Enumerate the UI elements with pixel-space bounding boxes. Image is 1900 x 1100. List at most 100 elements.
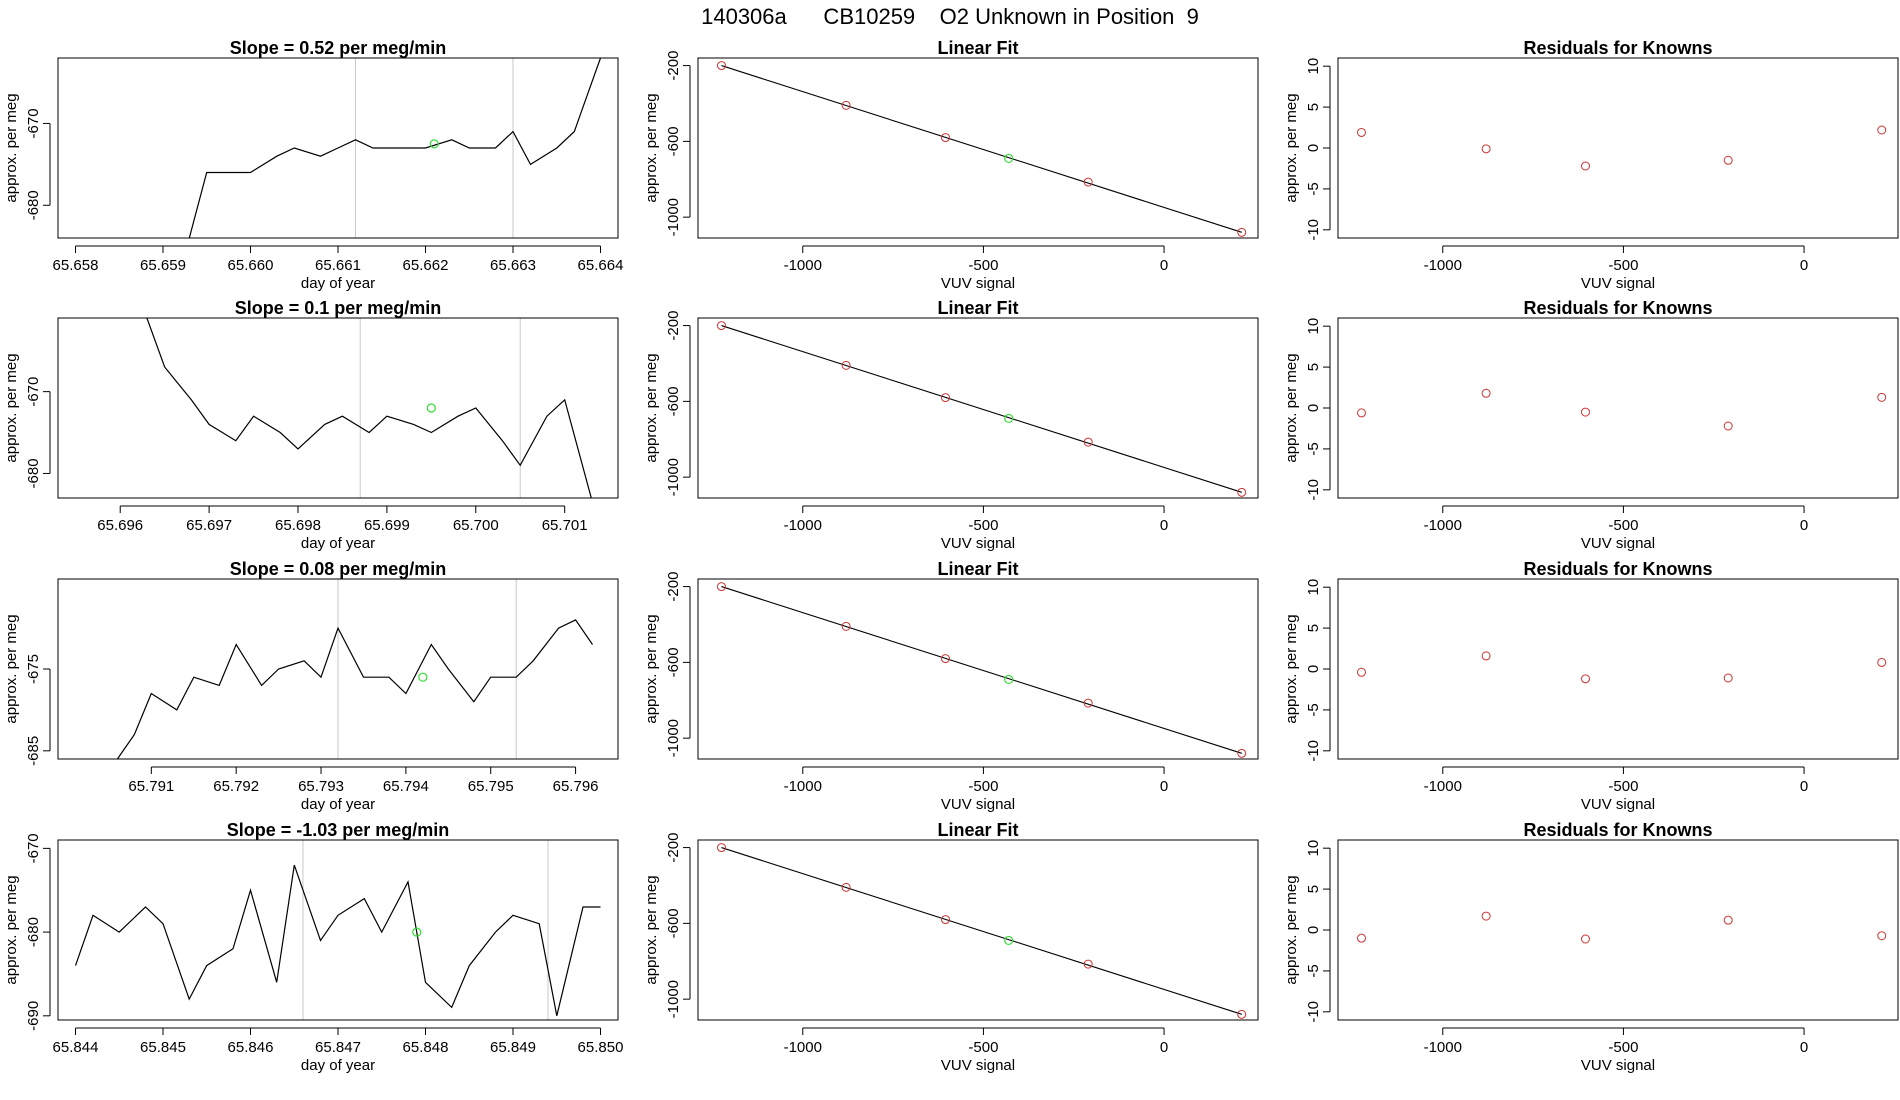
x-tick-label: -1000 bbox=[1424, 1039, 1462, 1056]
known-point bbox=[841, 360, 851, 370]
x-tick-label: -500 bbox=[1608, 1039, 1638, 1056]
known-point bbox=[1356, 933, 1366, 943]
x-tick-label: 0 bbox=[1800, 778, 1808, 795]
chart-panel-8: Linear Fit -1000 -500 0 VUV signal -1000 -600 -… bbox=[643, 559, 1259, 813]
x-tick-label: 65.697 bbox=[186, 517, 232, 534]
x-tick-label: -1000 bbox=[784, 517, 822, 534]
known-point bbox=[716, 61, 726, 71]
known-point bbox=[1083, 177, 1093, 187]
x-tick-label: -500 bbox=[1608, 778, 1638, 795]
y-tick-label: -5 bbox=[1305, 182, 1322, 195]
known-point bbox=[841, 100, 851, 110]
chart-title: Residuals for Knowns bbox=[1523, 559, 1712, 579]
x-tick-label: -1000 bbox=[784, 1039, 822, 1056]
chart-panel-12: Residuals for Knowns -1000 -500 0 VUV signal… bbox=[1283, 820, 1899, 1074]
plot-frame bbox=[57, 57, 619, 239]
x-tick-label: 65.698 bbox=[275, 517, 321, 534]
known-point bbox=[1083, 437, 1093, 447]
chart-panel-6: Residuals for Knowns -1000 -500 0 VUV signal… bbox=[1283, 298, 1899, 552]
x-tick-label: -500 bbox=[968, 257, 998, 274]
known-point bbox=[1580, 674, 1590, 684]
x-axis-label: VUV signal bbox=[941, 275, 1015, 292]
y-tick-label: -1000 bbox=[665, 719, 682, 757]
y-tick-label: -200 bbox=[665, 51, 682, 81]
y-axis-label: approx. per meg bbox=[3, 875, 20, 984]
x-tick-label: 65.850 bbox=[578, 1039, 624, 1056]
chart-title: Linear Fit bbox=[937, 298, 1018, 318]
plot-frame bbox=[57, 578, 619, 760]
chart-title: Slope = -1.03 per meg/min bbox=[227, 820, 450, 840]
known-point bbox=[1723, 673, 1733, 683]
y-tick-label: -10 bbox=[1305, 1001, 1322, 1023]
fit-line bbox=[721, 586, 1242, 754]
data-line bbox=[146, 318, 592, 498]
known-point bbox=[1237, 748, 1247, 758]
y-tick-label: 10 bbox=[1305, 840, 1322, 857]
y-tick-label: -10 bbox=[1305, 219, 1322, 241]
plot-frame bbox=[697, 839, 1259, 1021]
y-tick-label: -600 bbox=[665, 647, 682, 677]
plot-frame bbox=[697, 578, 1259, 760]
x-tick-label: 65.791 bbox=[128, 778, 174, 795]
x-tick-label: 65.794 bbox=[383, 778, 429, 795]
y-tick-label: 10 bbox=[1305, 318, 1322, 335]
y-tick-label: -675 bbox=[25, 654, 42, 684]
x-axis-label: day of year bbox=[301, 275, 375, 292]
known-point bbox=[1481, 144, 1491, 154]
unknown-point bbox=[418, 672, 428, 682]
y-tick-label: -680 bbox=[25, 458, 42, 488]
y-tick-label: -600 bbox=[665, 126, 682, 156]
x-tick-label: 0 bbox=[1800, 517, 1808, 534]
y-tick-label: -690 bbox=[25, 1001, 42, 1031]
y-axis-label: approx. per meg bbox=[643, 353, 660, 462]
x-tick-label: 65.661 bbox=[315, 257, 361, 274]
y-axis-label: approx. per meg bbox=[643, 875, 660, 984]
x-tick-label: 65.700 bbox=[453, 517, 499, 534]
chart-panel-9: Residuals for Knowns -1000 -500 0 VUV signal… bbox=[1283, 559, 1899, 813]
x-tick-label: -1000 bbox=[1424, 778, 1462, 795]
y-tick-label: -600 bbox=[665, 386, 682, 416]
known-point bbox=[841, 882, 851, 892]
y-tick-label: 0 bbox=[1305, 665, 1322, 673]
y-tick-label: -600 bbox=[665, 908, 682, 938]
x-tick-label: -1000 bbox=[1424, 257, 1462, 274]
y-tick-label: 0 bbox=[1305, 926, 1322, 934]
x-tick-label: 0 bbox=[1160, 517, 1168, 534]
x-tick-label: 65.701 bbox=[542, 517, 588, 534]
y-tick-label: -10 bbox=[1305, 479, 1322, 501]
known-point bbox=[1877, 931, 1887, 941]
y-tick-label: 5 bbox=[1305, 624, 1322, 632]
known-point bbox=[940, 915, 950, 925]
known-point bbox=[940, 654, 950, 664]
known-point bbox=[1723, 421, 1733, 431]
known-point bbox=[1580, 407, 1590, 417]
known-point bbox=[1356, 667, 1366, 677]
plot-frame bbox=[697, 57, 1259, 239]
unknown-point bbox=[426, 403, 436, 413]
y-axis-label: approx. per meg bbox=[3, 353, 20, 462]
plot-frame bbox=[1337, 578, 1899, 760]
y-tick-label: -670 bbox=[25, 377, 42, 407]
known-point bbox=[716, 582, 726, 592]
unknown-point bbox=[1004, 153, 1014, 164]
chart-panel-10: Slope = -1.03 per meg/min 65.844 65.845 65.… bbox=[3, 820, 623, 1074]
y-tick-label: -200 bbox=[665, 572, 682, 602]
chart-title: Slope = 0.08 per meg/min bbox=[230, 559, 447, 579]
chart-title: Residuals for Knowns bbox=[1523, 820, 1712, 840]
known-point bbox=[1481, 651, 1491, 661]
y-axis-label: approx. per meg bbox=[1283, 875, 1300, 984]
chart-title: Linear Fit bbox=[937, 38, 1018, 58]
x-tick-label: 65.792 bbox=[213, 778, 259, 795]
known-point bbox=[1237, 1009, 1247, 1019]
known-point bbox=[940, 393, 950, 403]
x-tick-label: 65.664 bbox=[578, 257, 624, 274]
y-axis-label: approx. per meg bbox=[3, 614, 20, 723]
x-tick-label: 65.846 bbox=[228, 1039, 274, 1056]
y-tick-label: 0 bbox=[1305, 144, 1322, 152]
x-axis-label: VUV signal bbox=[941, 796, 1015, 813]
y-axis-label: approx. per meg bbox=[1283, 353, 1300, 462]
y-tick-label: 5 bbox=[1305, 103, 1322, 111]
x-tick-label: 65.659 bbox=[140, 257, 186, 274]
chart-title: Linear Fit bbox=[937, 559, 1018, 579]
known-point bbox=[1356, 408, 1366, 418]
